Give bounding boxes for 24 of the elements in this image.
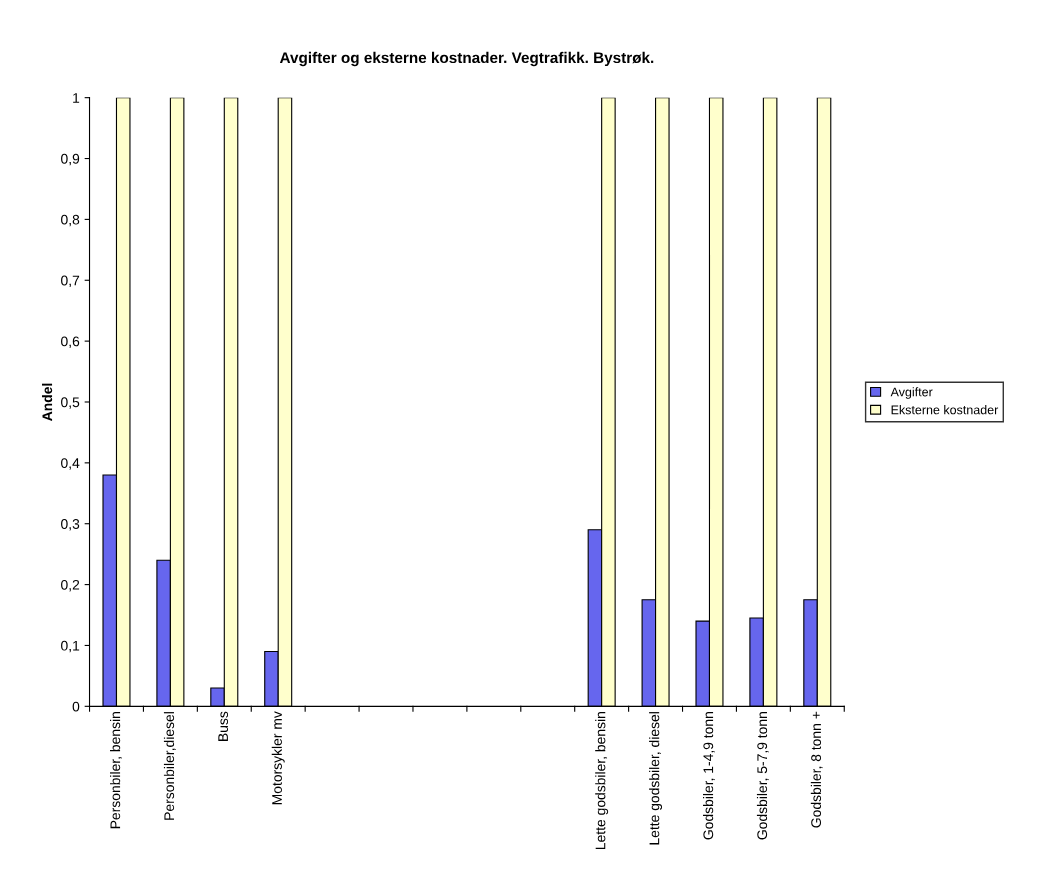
chart-title: Avgifter og eksterne kostnader. Vegtrafikk. Bystrøk.: [279, 51, 654, 67]
y-tick-label: 0,7: [61, 275, 80, 288]
y-tick-label: 0,3: [61, 519, 80, 531]
y-tick-label: 0,4: [61, 458, 80, 470]
x-tick-label: Buss: [218, 711, 229, 741]
y-axis-title: Andel: [42, 383, 53, 421]
y-tick-label: 0,2: [61, 579, 80, 592]
x-tick-label: Godsbiler, 1-4,9 tonn: [703, 712, 715, 840]
y-tick-label: 0,5: [61, 397, 80, 409]
x-tick-label: Godsbiler, 5-7,9 tonn: [756, 712, 769, 840]
y-tick-label: 0,8: [61, 214, 80, 227]
y-tick-label: 0,1: [61, 640, 80, 653]
y-tick-label: 0,6: [61, 336, 80, 348]
x-tick-label: Lette godsbiler, diesel: [649, 712, 663, 845]
x-tick-label: Lette godsbiler, bensin: [595, 712, 609, 850]
x-tick-label: Motorsykler mv: [271, 711, 285, 805]
y-tick-label: 0,9: [61, 153, 80, 166]
y-tick-label: 1: [73, 93, 80, 103]
x-tick-label: Personbiler, bensin: [110, 712, 122, 829]
y-tick-label: 0: [72, 701, 80, 712]
x-tick-label: Godsbiler, 8 tonn +: [810, 711, 823, 828]
legend-label: Eksterne kostnader: [891, 405, 999, 415]
x-tick-label: Personbiler,diesel: [163, 712, 176, 820]
legend-label: Avgifter: [890, 387, 933, 399]
